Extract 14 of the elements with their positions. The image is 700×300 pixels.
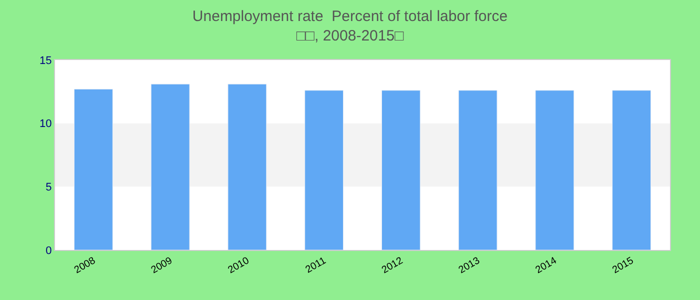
x-tick-label: 2014 xyxy=(534,255,560,276)
x-tick-label: 2012 xyxy=(380,255,406,276)
x-tick-label: 2015 xyxy=(610,255,636,276)
y-tick-label: 15 xyxy=(40,54,52,67)
x-tick-label: 2009 xyxy=(150,255,175,276)
x-tick-label: 2010 xyxy=(226,255,252,276)
y-tick-label: 10 xyxy=(40,118,52,130)
chart-subtitle: □□, 2008-2015□ xyxy=(296,28,405,44)
chart-title: Unemployment rate Percent of total labor force xyxy=(192,8,508,25)
x-tick-label: 2008 xyxy=(72,255,98,276)
y-tick-label: 0 xyxy=(46,244,52,257)
x-tick-label: 2011 xyxy=(304,255,328,276)
x-tick-label: 2013 xyxy=(457,255,482,276)
y-tick-label: 5 xyxy=(46,182,52,194)
